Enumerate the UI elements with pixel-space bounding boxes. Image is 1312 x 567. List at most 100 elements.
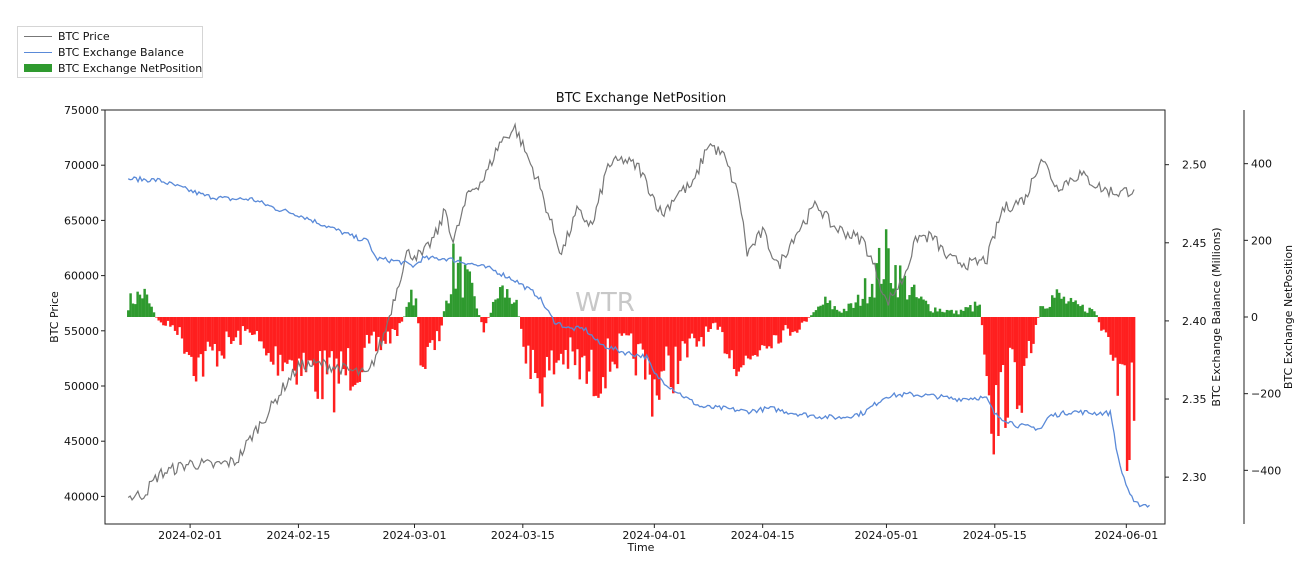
netposition-bar: [1097, 317, 1101, 323]
netposition-bar: [236, 317, 240, 331]
netposition-bar: [536, 317, 539, 379]
netposition-bar: [842, 308, 846, 317]
netposition-bar: [1027, 317, 1031, 341]
netposition-bar: [194, 317, 198, 382]
netposition-bar: [370, 317, 373, 336]
netposition-bar: [297, 317, 301, 359]
netposition-bar: [810, 315, 813, 317]
netposition-axis-ticks: −400 −200 0 200 400: [1244, 158, 1281, 477]
netposition-bar: [587, 317, 591, 372]
netposition-bar: [1076, 304, 1080, 317]
netposition-bar: [346, 317, 350, 349]
netposition-bar: [826, 303, 829, 317]
netposition-bar: [1118, 317, 1122, 364]
netposition-bar: [849, 303, 853, 317]
netposition-bar: [648, 317, 652, 375]
netposition-bar: [866, 303, 869, 317]
netposition-bar: [606, 317, 610, 339]
netposition-bar: [178, 317, 181, 328]
netposition-bar: [992, 317, 995, 455]
netposition-bar: [852, 307, 855, 317]
netposition-bar: [1011, 317, 1014, 350]
netposition-bar: [920, 296, 923, 317]
netposition-bar: [1081, 304, 1084, 317]
netposition-bar: [1104, 317, 1108, 333]
netposition-bar: [875, 263, 879, 317]
netposition-bar: [1088, 307, 1091, 317]
netposition-bar: [267, 317, 270, 354]
netposition-bar: [861, 298, 864, 317]
netposition-bar: [571, 317, 574, 352]
netposition-bar: [999, 317, 1003, 373]
netposition-bar: [400, 317, 404, 322]
netposition-bar: [578, 317, 581, 380]
plot-area: [104, 109, 1166, 525]
netposition-bar: [674, 317, 677, 347]
netposition-bar: [251, 317, 254, 335]
netposition-bar: [1043, 308, 1047, 317]
balance-tick-label: 2.40: [1182, 315, 1207, 328]
netposition-bar: [903, 275, 907, 317]
netposition-bar: [945, 309, 949, 317]
netposition-bar: [258, 317, 261, 342]
netposition-bar: [805, 317, 808, 322]
netposition-bar: [863, 278, 867, 317]
netposition-bar: [707, 317, 710, 332]
netposition-bar: [531, 317, 535, 350]
netposition-tick-label: 0: [1251, 311, 1258, 324]
netposition-bar: [800, 317, 804, 323]
netposition-bar: [1022, 317, 1026, 366]
netposition-bar: [629, 317, 633, 334]
netposition-bar: [505, 289, 509, 317]
netposition-bar: [1004, 317, 1007, 428]
netposition-bar: [445, 300, 448, 317]
netposition-bar: [927, 304, 930, 317]
netposition-tick-label: −400: [1251, 464, 1281, 477]
balance-axis-label: BTC Exchange Balance (Millions): [1210, 227, 1223, 406]
netposition-bar: [690, 317, 694, 334]
netposition-bar: [686, 317, 689, 358]
netposition-bar: [508, 297, 511, 317]
netposition-bar: [997, 317, 1000, 436]
netposition-bar: [246, 317, 249, 330]
netposition-bar: [244, 317, 247, 331]
netposition-bar: [604, 317, 607, 389]
netposition-bar: [814, 310, 818, 317]
netposition-bar: [679, 317, 682, 361]
netposition-bar: [1032, 317, 1035, 344]
netposition-bar: [281, 317, 284, 372]
netposition-bar: [803, 317, 806, 322]
netposition-bar: [824, 296, 827, 317]
netposition-bar: [421, 317, 425, 367]
netposition-bar: [468, 271, 472, 317]
netposition-bar: [428, 317, 432, 343]
netposition-bar: [702, 317, 705, 347]
netposition-bar: [173, 317, 177, 331]
netposition-bar: [700, 317, 703, 338]
netposition-bar: [644, 317, 647, 380]
netposition-bar: [316, 317, 319, 399]
netposition-bar: [389, 317, 392, 344]
netposition-bar: [159, 317, 163, 323]
netposition-bar: [987, 317, 991, 396]
legend-label: BTC Exchange Balance: [58, 46, 184, 59]
netposition-bar: [1114, 317, 1117, 358]
netposition-bar: [1130, 317, 1133, 363]
netposition-bar: [728, 317, 731, 359]
netposition-bar: [590, 317, 593, 350]
netposition-bar: [952, 313, 956, 317]
netposition-bar: [152, 312, 156, 317]
legend-label: BTC Price: [58, 30, 110, 43]
netposition-bar: [332, 317, 336, 413]
netposition-bar: [742, 317, 745, 366]
netposition-bar: [498, 287, 502, 317]
netposition-bar: [136, 291, 139, 317]
netposition-bar: [501, 285, 504, 317]
netposition-bar: [658, 317, 661, 400]
netposition-bar: [1046, 308, 1049, 317]
netposition-bar: [164, 317, 167, 326]
price-tick-label: 75000: [64, 104, 99, 117]
netposition-bar: [265, 317, 268, 356]
netposition-bar: [620, 317, 624, 336]
netposition-bar: [697, 317, 701, 342]
